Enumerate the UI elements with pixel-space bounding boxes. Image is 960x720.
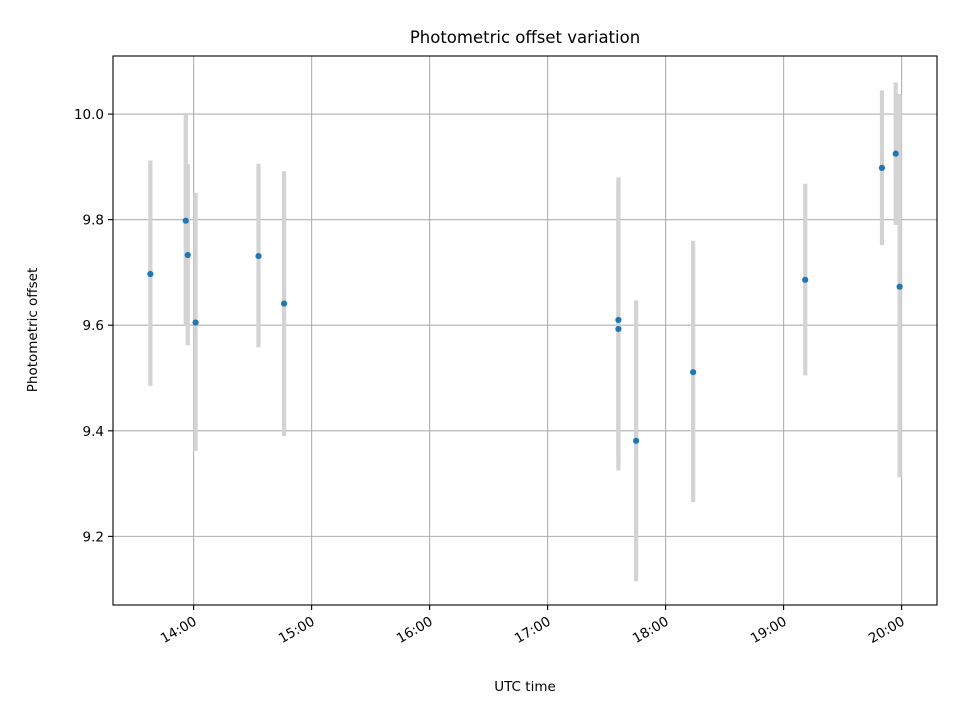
grid bbox=[113, 56, 937, 605]
data-point bbox=[615, 316, 622, 324]
data-point bbox=[690, 369, 697, 376]
y-tick-label: 10.0 bbox=[74, 107, 104, 123]
data-point bbox=[182, 217, 189, 224]
y-tick-label: 9.4 bbox=[83, 424, 104, 440]
plot-frame bbox=[112, 55, 938, 606]
data-point bbox=[192, 319, 199, 326]
data-point bbox=[280, 300, 288, 307]
data-point bbox=[896, 283, 903, 290]
y-tick-label: 9.6 bbox=[83, 318, 104, 334]
data-point bbox=[633, 437, 640, 444]
y-axis-ticks: 9.2 9.4 9.6 9.8 10.0 bbox=[74, 107, 113, 545]
data-point bbox=[184, 251, 191, 259]
data-point bbox=[255, 252, 262, 260]
data-point bbox=[892, 150, 899, 157]
y-tick-label: 9.2 bbox=[83, 529, 104, 545]
data-point bbox=[615, 325, 622, 333]
y-axis-label: Photometric offset bbox=[25, 268, 41, 392]
data-point bbox=[147, 270, 154, 278]
data-points bbox=[147, 150, 903, 444]
data-point bbox=[878, 164, 886, 172]
data-point bbox=[802, 276, 809, 283]
x-axis-label: UTC time bbox=[494, 679, 556, 695]
y-tick-label: 9.8 bbox=[83, 213, 104, 229]
plot-area-background bbox=[113, 56, 937, 605]
chart-title: Photometric offset variation bbox=[410, 28, 640, 47]
